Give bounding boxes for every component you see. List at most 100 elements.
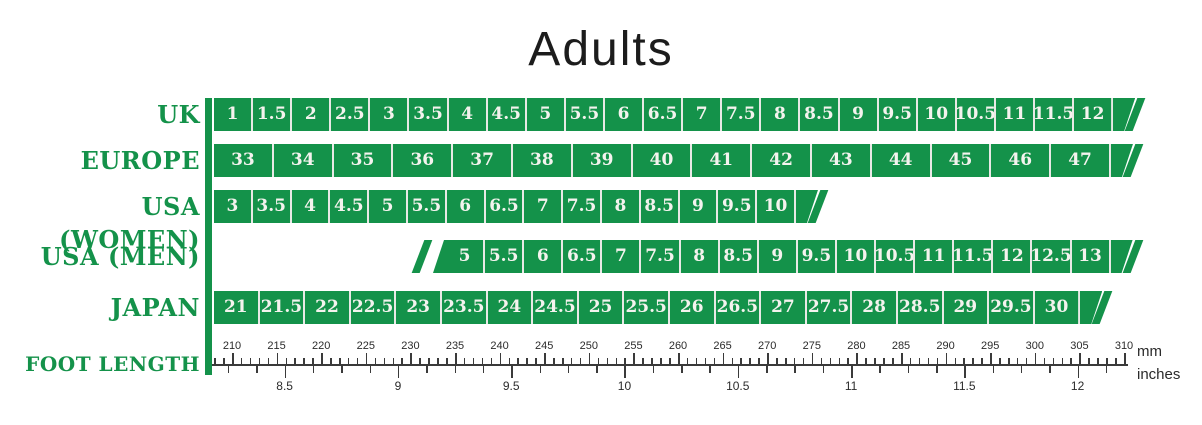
inch-tick	[397, 366, 400, 378]
mm-tick	[588, 353, 591, 364]
inch-tick	[312, 366, 315, 373]
size-cell: 27.5	[804, 291, 851, 324]
mm-tick	[758, 358, 760, 364]
size-cell: 22	[303, 291, 349, 324]
size-cell: 11	[993, 98, 1033, 131]
mm-tick	[383, 358, 386, 364]
size-cell: 9	[677, 190, 717, 223]
mm-tick	[686, 358, 689, 364]
mm-tick	[437, 358, 439, 364]
mm-tick	[472, 358, 475, 364]
size-cell: 29	[941, 291, 988, 324]
size-cell: 42	[750, 144, 810, 177]
mm-tick	[972, 358, 974, 364]
mm-tick	[936, 358, 939, 364]
size-cell: 6.5	[561, 240, 601, 273]
inch-tick	[936, 366, 938, 373]
size-cell: 47	[1049, 144, 1109, 177]
mm-tick-label: 225	[356, 340, 375, 352]
size-cell: 46	[989, 144, 1050, 177]
mm-tick-label: 210	[222, 340, 242, 352]
mm-tick-label: 260	[668, 340, 688, 352]
inch-tick	[369, 366, 372, 373]
inch-tick	[624, 366, 626, 378]
mm-tick	[847, 358, 849, 364]
inch-tick-label: 11.5	[953, 379, 976, 393]
size-cell: 10.5	[955, 98, 996, 131]
mm-tick	[642, 358, 644, 364]
size-cell: 25.5	[622, 291, 668, 324]
mm-tick-label: 275	[802, 340, 821, 352]
size-cell: 4.5	[328, 190, 368, 223]
size-cell: 6	[444, 190, 484, 223]
mm-tick	[1043, 358, 1046, 364]
mm-tick	[1079, 353, 1081, 364]
mm-tick-label: 305	[1070, 340, 1089, 352]
size-bar: 21 21.5 22 22.5 23 23.5 24 24.5 25 25.5 26 26.5 27 27…	[214, 291, 1113, 324]
row-label-japan: JAPAN	[110, 293, 200, 322]
mm-tick	[401, 358, 403, 364]
inch-tick-label: 10.5	[726, 379, 750, 393]
left-axis-bar	[205, 98, 212, 375]
mm-tick	[856, 353, 858, 364]
row-label-europe: EUROPE	[80, 146, 200, 175]
bar-start-cap	[433, 240, 455, 273]
mm-tick	[1016, 358, 1019, 364]
size-cell: 10	[755, 190, 794, 223]
size-cell: 43	[809, 144, 870, 177]
size-cell: 38	[510, 144, 571, 177]
mm-tick	[624, 358, 626, 364]
mm-tick	[1070, 358, 1072, 364]
mm-tick-label: 240	[490, 340, 509, 352]
mm-tick	[1097, 358, 1099, 364]
size-cell: 8	[759, 98, 799, 131]
size-cell: 23	[394, 291, 440, 324]
size-cell: 10.5	[874, 240, 915, 273]
mm-tick	[1052, 358, 1055, 364]
mm-tick	[553, 358, 555, 364]
size-cell: 21.5	[257, 291, 304, 324]
mm-tick	[660, 358, 662, 364]
mm-tick	[669, 358, 671, 364]
size-cell: 13	[1069, 240, 1109, 273]
size-cell: 10	[915, 98, 955, 131]
size-cell: 7	[681, 98, 721, 131]
mm-tick-label: 290	[936, 340, 955, 352]
mm-tick	[374, 358, 377, 364]
size-cell: 28.5	[895, 291, 942, 324]
mm-tick	[579, 358, 582, 364]
size-cell: 12	[1072, 98, 1112, 131]
mm-tick	[356, 358, 359, 364]
mm-tick	[713, 358, 716, 364]
size-cell: 5.5	[483, 240, 523, 273]
mm-tick	[909, 358, 912, 364]
size-cell: 1	[214, 98, 252, 131]
size-cell: 5.5	[405, 190, 445, 223]
inch-tick	[794, 366, 796, 373]
size-cell: 4	[289, 190, 329, 223]
mm-tick	[339, 358, 341, 364]
mm-tick-label: 245	[535, 340, 554, 352]
size-cell: 34	[271, 144, 332, 177]
mm-tick	[446, 358, 448, 364]
size-cell: 3	[214, 190, 251, 223]
size-cell: 6	[602, 98, 643, 131]
mm-tick	[526, 358, 528, 364]
mm-tick	[321, 353, 323, 364]
size-cell: 5.5	[563, 98, 603, 131]
size-cell: 28	[850, 291, 896, 324]
mm-tick	[731, 358, 734, 364]
mm-tick	[606, 358, 609, 364]
mm-tick	[535, 358, 537, 364]
mm-tick	[517, 358, 519, 364]
mm-tick	[294, 358, 296, 364]
mm-tick	[776, 358, 778, 364]
size-cell: 8.5	[798, 98, 838, 131]
chart-title: Adults	[528, 23, 674, 76]
mm-tick	[749, 358, 751, 364]
mm-tick	[990, 353, 992, 364]
ruler-baseline	[212, 364, 1128, 366]
mm-tick	[651, 358, 653, 364]
mm-tick	[1115, 358, 1117, 364]
mm-tick	[258, 358, 261, 364]
